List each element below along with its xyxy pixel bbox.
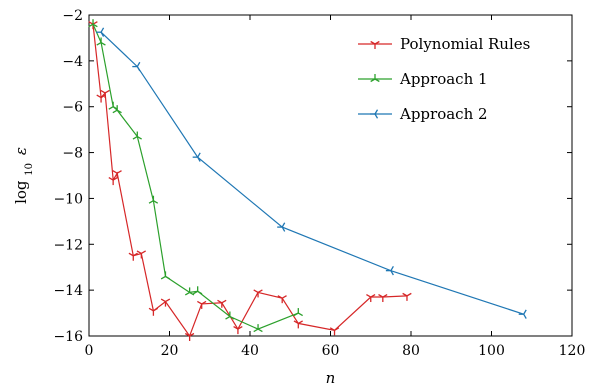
data-point bbox=[402, 292, 412, 301]
data-point bbox=[184, 332, 195, 341]
x-tick-label: 0 bbox=[85, 343, 94, 359]
data-point bbox=[385, 265, 394, 276]
data-point bbox=[277, 222, 286, 232]
data-point bbox=[217, 299, 227, 308]
x-tick-label: 40 bbox=[241, 343, 259, 359]
legend-marker bbox=[370, 74, 380, 83]
series-approach-2 bbox=[96, 27, 527, 319]
data-point bbox=[184, 287, 195, 296]
data-point bbox=[160, 271, 171, 280]
data-point bbox=[366, 293, 376, 303]
data-point bbox=[193, 286, 203, 295]
data-point bbox=[293, 320, 303, 329]
data-point bbox=[100, 89, 110, 98]
y-tick-label: −12 bbox=[53, 237, 83, 253]
legend-label: Polynomial Rules bbox=[400, 35, 530, 53]
x-tick-label: 80 bbox=[402, 343, 420, 359]
x-axis-label: n bbox=[326, 369, 336, 387]
data-point bbox=[378, 293, 388, 303]
ticks-layer bbox=[88, 14, 573, 337]
data-point bbox=[112, 170, 122, 179]
data-point bbox=[148, 195, 159, 204]
data-point bbox=[197, 300, 207, 309]
y-tick-label: −16 bbox=[53, 329, 83, 345]
data-point bbox=[128, 252, 138, 261]
x-tick-label: 100 bbox=[478, 343, 505, 359]
series-polynomial-rules bbox=[88, 21, 412, 341]
data-point bbox=[277, 295, 287, 304]
legend-item: Approach 2 bbox=[358, 105, 488, 123]
legend-label: Approach 2 bbox=[399, 105, 488, 123]
y-axis-label-prefix: log bbox=[12, 180, 30, 204]
data-point bbox=[192, 152, 201, 162]
legend-marker bbox=[370, 109, 379, 119]
data-point bbox=[233, 326, 243, 335]
data-point bbox=[96, 37, 106, 46]
legend-label: Approach 1 bbox=[399, 70, 488, 88]
x-tick-label: 60 bbox=[322, 343, 340, 359]
data-point bbox=[253, 289, 263, 298]
data-point bbox=[293, 308, 303, 317]
plot-area bbox=[88, 14, 573, 337]
data-point bbox=[136, 250, 146, 259]
tick-labels: 0 20 40 60 80 100 120 −2 −4 −6 −8 −10 −12 −14 −16 bbox=[53, 8, 585, 359]
data-point bbox=[225, 311, 235, 320]
legend: Polynomial Rules Approach 1 Approach 2 bbox=[358, 35, 530, 123]
y-axis-label: log 10 ε bbox=[12, 147, 35, 204]
data-point bbox=[329, 327, 340, 336]
series-layer bbox=[88, 19, 527, 341]
data-point bbox=[132, 61, 141, 72]
y-axis-label-variable: ε bbox=[12, 147, 30, 155]
y-tick-label: −2 bbox=[62, 8, 83, 24]
y-tick-label: −14 bbox=[53, 283, 83, 299]
data-point bbox=[518, 309, 527, 319]
legend-item: Polynomial Rules bbox=[358, 35, 530, 53]
data-point bbox=[132, 131, 142, 140]
legend-marker bbox=[370, 40, 380, 49]
x-tick-label: 20 bbox=[161, 343, 179, 359]
y-axis-label-subscript: 10 bbox=[24, 163, 35, 176]
y-tick-label: −4 bbox=[62, 54, 83, 70]
data-point bbox=[112, 105, 122, 114]
data-point bbox=[160, 298, 171, 307]
data-point bbox=[96, 27, 105, 37]
series-line bbox=[92, 23, 299, 330]
series-approach-1 bbox=[88, 19, 303, 333]
data-point bbox=[253, 324, 263, 333]
data-point bbox=[148, 307, 159, 316]
legend-item: Approach 1 bbox=[358, 70, 488, 88]
data-point bbox=[88, 19, 98, 28]
series-line bbox=[100, 31, 524, 315]
axes-frame bbox=[88, 14, 573, 337]
svg-text:log 10 ε: log 10 ε bbox=[12, 147, 35, 204]
y-tick-label: −8 bbox=[62, 146, 83, 162]
x-tick-label: 120 bbox=[559, 343, 586, 359]
y-tick-label: −10 bbox=[53, 191, 83, 207]
data-point bbox=[108, 101, 118, 110]
y-tick-label: −6 bbox=[62, 100, 83, 116]
